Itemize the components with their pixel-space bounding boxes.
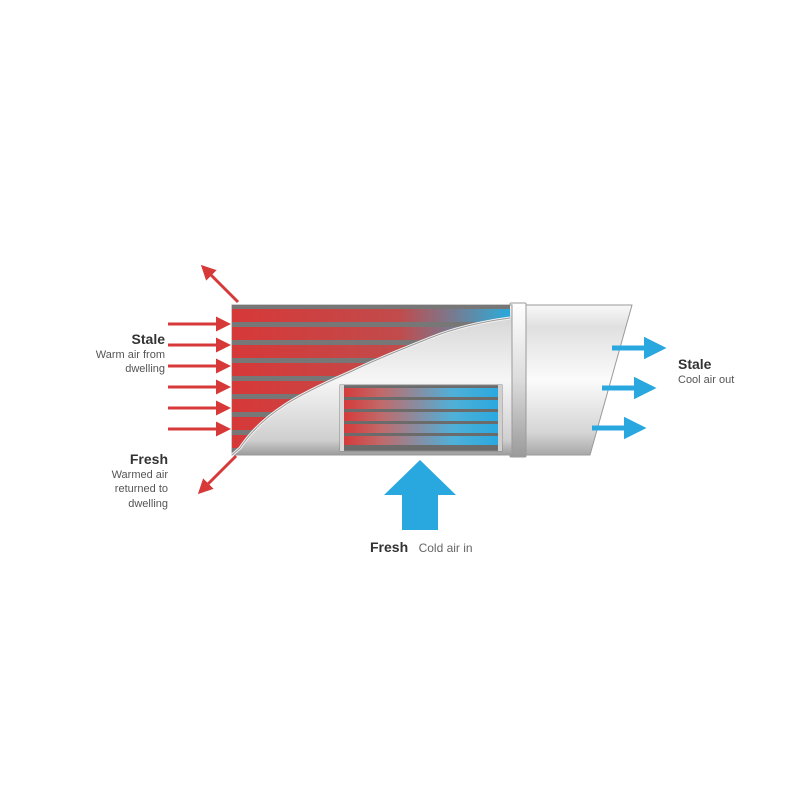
heat-exchanger-body xyxy=(232,305,512,455)
label-fresh-out: Fresh Warmed air returned to dwelling xyxy=(78,450,168,511)
label-fresh-out-sub: Warmed air returned to dwelling xyxy=(78,468,168,511)
label-stale-out: Stale Cool air out xyxy=(678,355,758,387)
label-stale-in: Stale Warm air from dwelling xyxy=(95,330,165,377)
warm-arrows xyxy=(168,267,238,492)
label-stale-out-title: Stale xyxy=(678,355,758,373)
label-fresh-out-title: Fresh xyxy=(78,450,168,468)
label-fresh-in: Fresh Cold air in xyxy=(370,538,530,559)
cool-inlet-arrow xyxy=(384,460,456,530)
label-stale-in-title: Stale xyxy=(95,330,165,348)
inner-inlet-core xyxy=(340,385,502,451)
label-stale-out-sub: Cool air out xyxy=(678,373,758,387)
heat-recovery-diagram xyxy=(0,0,800,800)
label-stale-in-sub: Warm air from dwelling xyxy=(95,348,165,377)
label-fresh-in-title: Fresh xyxy=(370,539,408,555)
label-fresh-in-sub: Cold air in xyxy=(419,541,473,555)
outlet-duct xyxy=(510,303,632,457)
